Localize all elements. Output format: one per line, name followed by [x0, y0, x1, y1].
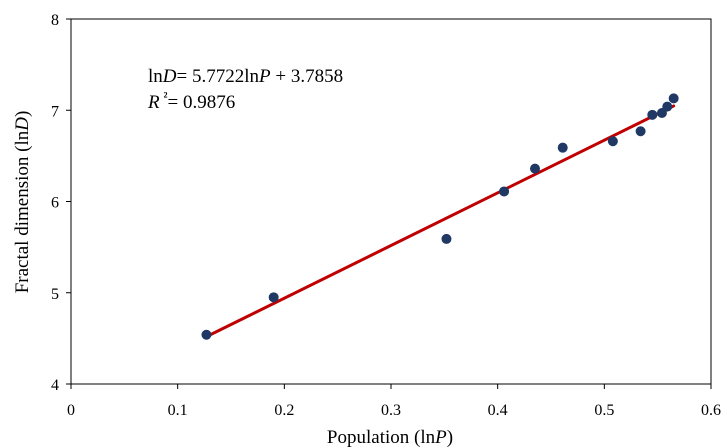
y-tick-label: 6 [51, 195, 59, 212]
data-point [668, 93, 679, 104]
r-squared-label: R ²= 0.9876 [147, 89, 235, 113]
x-tick-label: 0.6 [701, 402, 721, 419]
x-tick-label: 0 [67, 402, 75, 419]
x-tick-label: 0.1 [168, 402, 188, 419]
data-point [499, 186, 510, 197]
x-axis-title: Population (lnP) [327, 427, 453, 448]
x-tick-label: 0.2 [274, 402, 294, 419]
data-point [647, 109, 658, 120]
data-point [662, 101, 673, 112]
x-tick-label: 0.5 [594, 402, 614, 419]
data-point [607, 136, 618, 147]
x-tick-label: 0.4 [488, 402, 508, 419]
trendline [204, 104, 676, 339]
y-tick-label: 8 [51, 12, 59, 29]
x-tick-label: 0.3 [381, 402, 401, 419]
regression-equation: lnD= 5.7722lnP + 3.7858 [148, 66, 343, 87]
y-tick-label: 5 [51, 286, 59, 303]
y-axis-title: Fractal dimension (lnD) [12, 111, 33, 294]
data-point [635, 126, 646, 137]
data-point [441, 233, 452, 244]
data-point [268, 292, 279, 303]
data-point [201, 329, 212, 340]
data-point [557, 142, 568, 153]
y-tick-label: 4 [51, 377, 59, 394]
trendline-annotation: lnD= 5.7722lnP + 3.7858 R ²= 0.9876 [147, 66, 343, 113]
data-point [530, 163, 540, 174]
y-tick-label: 7 [51, 103, 59, 120]
